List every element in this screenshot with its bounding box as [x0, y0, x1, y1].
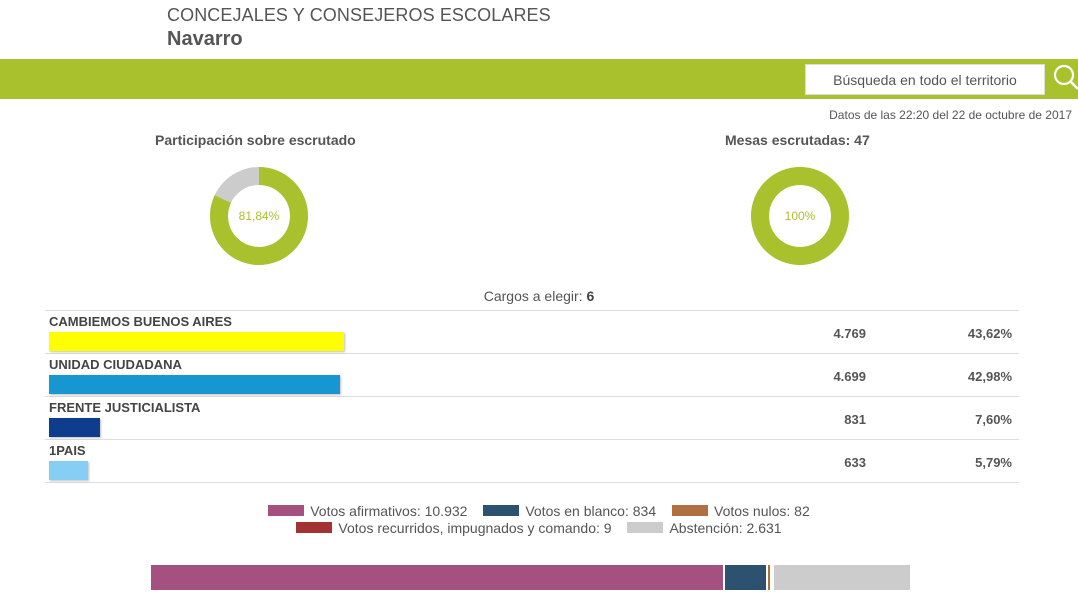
- legend-label: Abstención: 2.631: [669, 520, 782, 536]
- legend-swatch: [296, 522, 333, 533]
- territory-name: Navarro: [167, 28, 243, 50]
- votes-stacked-bar: [151, 565, 911, 590]
- legend-swatch: [672, 505, 708, 516]
- search-input[interactable]: [805, 64, 1045, 95]
- party-votes: 831: [844, 412, 866, 427]
- results-table: CAMBIEMOS BUENOS AIRES 4.769 43,62% UNID…: [45, 310, 1019, 483]
- legend-swatch: [268, 505, 305, 516]
- party-bar: [49, 332, 344, 351]
- party-bar: [49, 375, 340, 394]
- mesas-donut: 100%: [751, 167, 849, 265]
- legend-label: Votos recurridos, impugnados y comando: …: [338, 520, 612, 536]
- legend-item-abstencion: Abstención: 2.631: [627, 520, 782, 536]
- legend-swatch: [483, 505, 520, 516]
- party-name: FRENTE JUSTICIALISTA: [49, 400, 201, 415]
- party-row: UNIDAD CIUDADANA 4.699 42,98%: [45, 354, 1019, 397]
- cargos-a-elegir: Cargos a elegir: 6: [0, 288, 1078, 304]
- mesas-title: Mesas escrutadas: 47: [725, 132, 870, 148]
- stacked-segment-1: [722, 565, 767, 590]
- stacked-segment-2: [766, 565, 771, 590]
- stacked-segment-3: [770, 565, 773, 590]
- stacked-segment-0: [151, 565, 723, 590]
- legend-label: Votos nulos: 82: [714, 503, 810, 519]
- votes-legend-row-1: Votos afirmativos: 10.932 Votos en blanc…: [0, 503, 1078, 519]
- party-percentage: 42,98%: [967, 369, 1012, 384]
- legend-item-nulos: Votos nulos: 82: [672, 503, 810, 519]
- legend-label: Votos en blanco: 834: [525, 503, 657, 519]
- cargos-value: 6: [586, 288, 595, 304]
- party-percentage: 7,60%: [975, 412, 1012, 427]
- participation-value: 81,84%: [239, 209, 280, 223]
- party-percentage: 5,79%: [975, 455, 1012, 470]
- party-row: CAMBIEMOS BUENOS AIRES 4.769 43,62%: [45, 311, 1019, 354]
- party-votes: 4.699: [833, 369, 866, 384]
- legend-item-blanco: Votos en blanco: 834: [483, 503, 656, 519]
- participation-donut-arc: [210, 167, 308, 265]
- party-bar: [49, 418, 100, 437]
- party-votes: 633: [844, 455, 866, 470]
- legend-item-recurridos: Votos recurridos, impugnados y comando: …: [296, 520, 612, 536]
- legend-swatch: [627, 522, 664, 533]
- stacked-segment-4: [772, 565, 911, 590]
- votes-legend-row-2: Votos recurridos, impugnados y comando: …: [0, 520, 1078, 536]
- participation-title: Participación sobre escrutado: [155, 132, 356, 148]
- cargos-label: Cargos a elegir:: [483, 288, 583, 304]
- participation-donut: 81,84%: [210, 167, 308, 265]
- search-button[interactable]: [1050, 62, 1078, 94]
- legend-label: Votos afirmativos: 10.932: [310, 503, 468, 519]
- mesas-value: 100%: [785, 209, 816, 223]
- election-title: CONCEJALES Y CONSEJEROS ESCOLARES: [167, 5, 551, 25]
- search-icon: [1053, 64, 1078, 90]
- party-name: UNIDAD CIUDADANA: [49, 357, 182, 372]
- party-bar: [49, 461, 88, 480]
- mesas-donut-arc: [751, 167, 849, 265]
- party-name: CAMBIEMOS BUENOS AIRES: [49, 314, 232, 329]
- party-row: FRENTE JUSTICIALISTA 831 7,60%: [45, 397, 1019, 440]
- party-name: 1PAIS: [49, 443, 86, 458]
- page-header: CONCEJALES Y CONSEJEROS ESCOLARES Navarr…: [0, 0, 1078, 59]
- party-percentage: 43,62%: [967, 326, 1012, 341]
- party-row: 1PAIS 633 5,79%: [45, 440, 1019, 483]
- data-timestamp: Datos de las 22:20 del 22 de octubre de …: [829, 108, 1072, 122]
- legend-item-afirmativos: Votos afirmativos: 10.932: [268, 503, 467, 519]
- party-votes: 4.769: [833, 326, 866, 341]
